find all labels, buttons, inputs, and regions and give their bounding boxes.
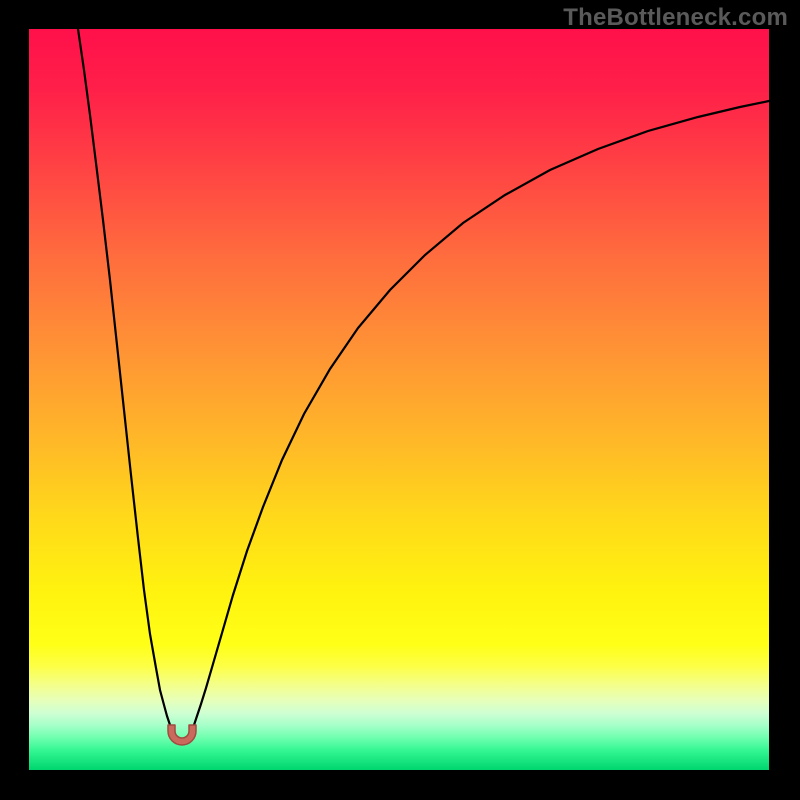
watermark-text: TheBottleneck.com: [563, 4, 788, 32]
chart-frame: TheBottleneck.com: [0, 0, 800, 800]
chart-plot: [29, 29, 769, 770]
heatmap-gradient-background: [29, 29, 769, 770]
